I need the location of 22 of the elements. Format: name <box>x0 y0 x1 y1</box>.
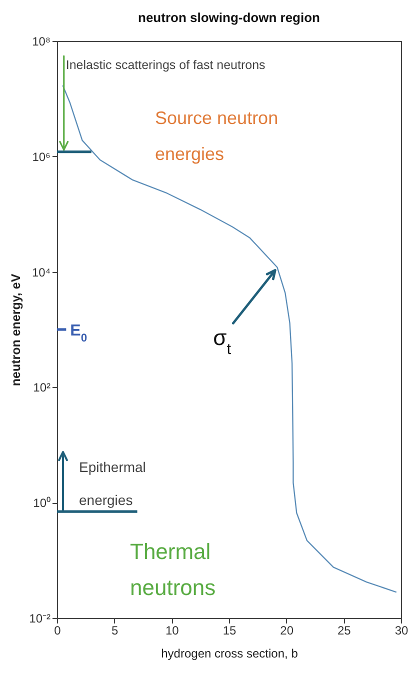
x-axis-title: hydrogen cross section, b <box>161 646 298 660</box>
x-tick-label: 25 <box>337 624 352 638</box>
y-tick-label: 10² <box>33 380 51 395</box>
annotation: σ$_{t}$ <box>213 325 232 358</box>
text: Epithermal energies <box>79 459 146 508</box>
annotation: Thermal neutrons <box>130 539 216 600</box>
y-tick-label: 10⁰ <box>33 496 50 510</box>
y-tick-label: 10⁶ <box>32 150 51 164</box>
annotation: Source neutron energies <box>155 108 278 164</box>
y-tick-label: 10⁸ <box>32 34 50 48</box>
y-tick-label: 10⁴ <box>32 265 50 280</box>
x-tick-label: 0 <box>54 624 62 638</box>
chart-title: neutron slowing-down region <box>138 10 320 25</box>
annotation: E$_{0}$ <box>70 322 88 344</box>
y-tick-label: 10⁻² <box>29 612 51 626</box>
y-axis-title: neutron energy, eV <box>9 273 24 386</box>
x-tick-label: 10 <box>165 624 180 638</box>
x-tick-label: 20 <box>280 624 294 638</box>
x-tick-label: 15 <box>222 624 236 638</box>
x-tick-label: 5 <box>111 624 118 638</box>
x-tick-label: 30 <box>394 624 408 638</box>
annotation: Inelastic scatterings of fast neutrons <box>66 58 266 72</box>
